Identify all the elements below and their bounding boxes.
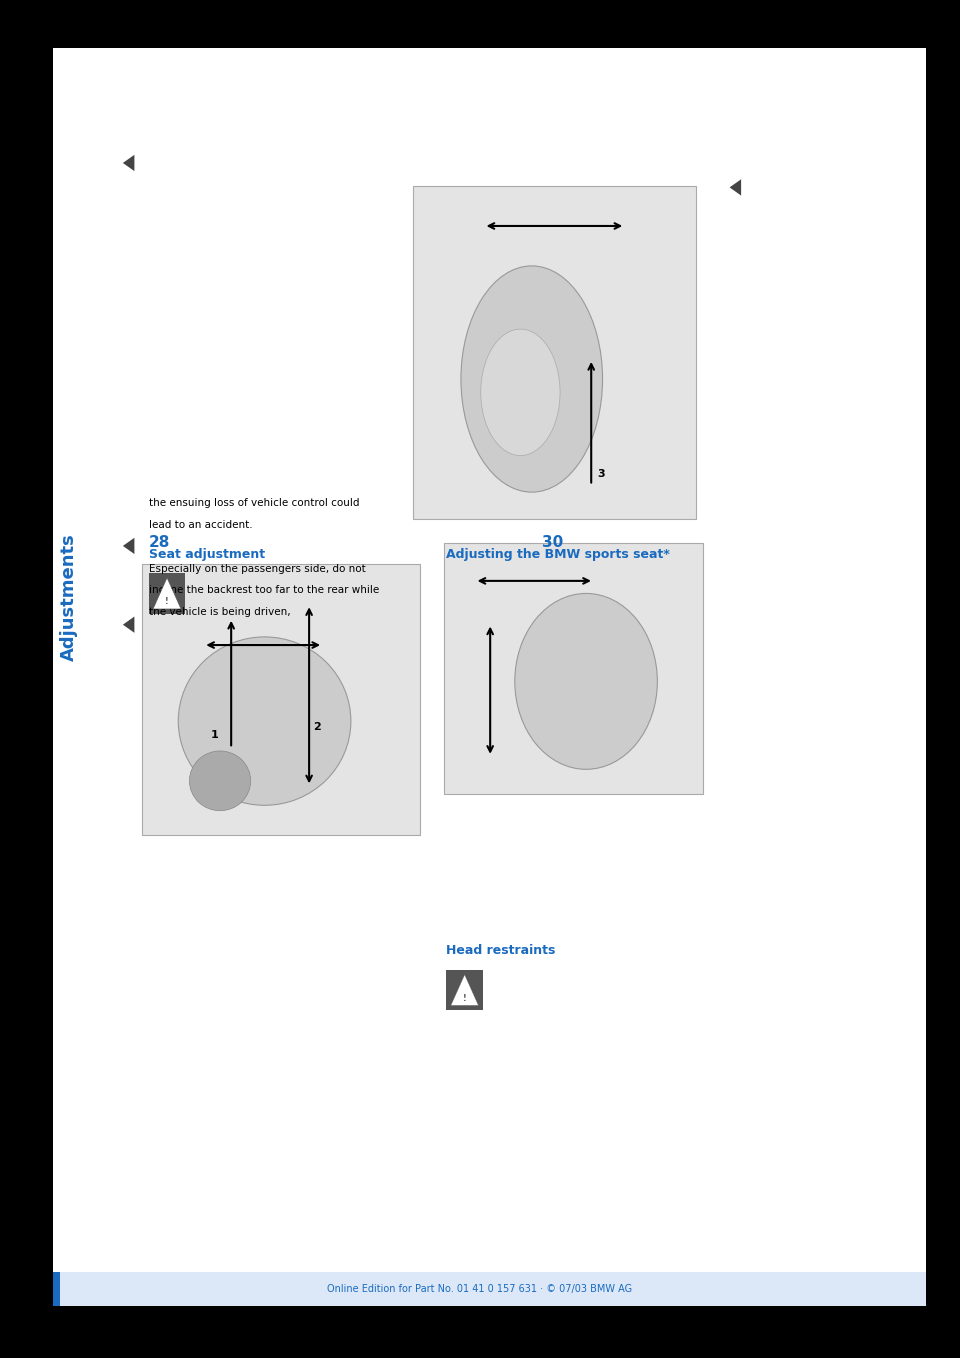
Polygon shape [451,975,478,1005]
Bar [413,186,696,519]
Text: the ensuing loss of vehicle control could: the ensuing loss of vehicle control coul… [149,498,359,508]
Polygon shape [123,538,134,554]
Bar [53,1272,60,1306]
Polygon shape [123,617,134,633]
Text: 28: 28 [149,535,170,550]
Polygon shape [123,155,134,171]
Text: 3: 3 [597,469,605,479]
Text: Online Edition for Part No. 01 41 0 157 631 · © 07/03 BMW AG: Online Edition for Part No. 01 41 0 157 … [327,1285,633,1294]
Ellipse shape [461,266,603,492]
Text: Head restraints: Head restraints [446,944,556,957]
Polygon shape [154,579,180,608]
Text: 30: 30 [542,535,564,550]
Bar [149,573,185,614]
Polygon shape [730,179,741,196]
Ellipse shape [515,593,658,770]
Text: Especially on the passengers side, do not: Especially on the passengers side, do no… [149,564,366,573]
Text: the vehicle is being driven,: the vehicle is being driven, [149,607,291,617]
Text: incline the backrest too far to the rear while: incline the backrest too far to the rear… [149,585,379,595]
Text: Seat adjustment: Seat adjustment [149,547,265,561]
Ellipse shape [189,751,251,811]
Text: lead to an accident.: lead to an accident. [149,520,252,530]
Ellipse shape [481,329,560,455]
Text: !: ! [463,994,467,1004]
Text: Adjusting the BMW sports seat*: Adjusting the BMW sports seat* [446,547,670,561]
Ellipse shape [179,637,350,805]
Bar [142,564,420,835]
Bar [53,1272,926,1306]
Bar [444,543,703,794]
Text: 1: 1 [211,731,219,740]
Text: Adjustments: Adjustments [60,534,78,661]
Text: 2: 2 [313,722,321,732]
Text: !: ! [165,598,169,607]
Bar [446,970,483,1010]
